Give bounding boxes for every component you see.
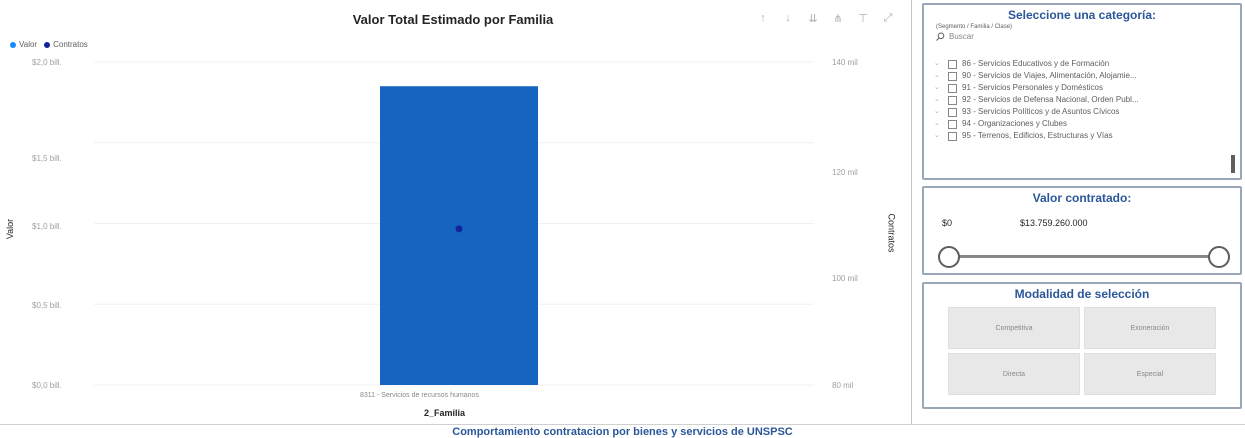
list-item-label: 93 - Servicios Políticos y de Asuntos Cí… — [962, 107, 1120, 116]
y-left-tick: $1,5 bill. — [32, 154, 62, 163]
modality-option-directa[interactable]: Directa — [948, 353, 1080, 395]
range-slider-min-handle[interactable] — [938, 246, 960, 268]
panel-divider — [911, 0, 912, 424]
list-item[interactable]: ⌄ 90 - Servicios de Viajes, Alimentación,… — [934, 70, 1222, 82]
list-item[interactable]: ⌄ 91 - Servicios Personales y Domésticos — [934, 82, 1222, 94]
x-category-label: 8311 - Servicios de recursos humanos — [360, 392, 479, 399]
chart-toolbar: ↑ ↓ ⇊ ⋔ ⊤ ⤢ — [757, 12, 894, 25]
legend-dot-contratos — [44, 41, 51, 48]
list-item-label: 86 - Servicios Educativos y de Formación — [962, 59, 1110, 68]
list-item-label: 91 - Servicios Personales y Domésticos — [962, 83, 1103, 92]
y-left-tick: $1,0 bill. — [32, 222, 62, 231]
value-slicer-title: Valor contratado: — [1032, 191, 1132, 205]
chevron-down-icon[interactable]: ⌄ — [934, 96, 940, 103]
modality-option-especial[interactable]: Especial — [1084, 353, 1216, 395]
filter-icon[interactable]: ⊤ — [858, 13, 868, 25]
checkbox[interactable] — [948, 131, 957, 141]
modality-option-competitiva[interactable]: Competitiva — [948, 307, 1080, 349]
scrollbar[interactable] — [1231, 155, 1235, 173]
modality-slicer: Modalidad de selección Competitiva Exone… — [922, 282, 1242, 409]
range-max-input[interactable]: $13.759.260.000 — [1020, 218, 1088, 228]
chart-legend: Valor Contratos — [10, 40, 88, 49]
search-input[interactable]: Buscar — [949, 32, 974, 41]
list-item-label: 90 - Servicios de Viajes, Alimentación, … — [962, 71, 1137, 80]
focus-mode-icon[interactable]: ⤢ — [883, 12, 893, 24]
x-axis-label: 2_Familia — [424, 408, 466, 418]
y-right-tick: 80 mil — [832, 381, 854, 390]
y-right-tick: 120 mil — [832, 168, 858, 177]
fork-icon[interactable]: ⋔ — [833, 13, 843, 25]
bar-valor[interactable] — [380, 86, 538, 385]
chevron-down-icon[interactable]: ⌄ — [934, 72, 940, 79]
chart-panel: Valor Total Estimado por Familia ↑ ↓ ⇊ ⋔… — [4, 4, 902, 418]
legend-label-contratos: Contratos — [53, 40, 88, 49]
modality-slicer-title: Modalidad de selección — [1014, 287, 1150, 301]
y-right-tick: 100 mil — [832, 274, 858, 283]
y-right-tick: 140 mil — [832, 58, 858, 67]
checkbox[interactable] — [948, 95, 957, 105]
chevron-down-icon[interactable]: ⌄ — [934, 132, 940, 139]
chart-title: Valor Total Estimado por Familia — [352, 12, 554, 27]
checkbox[interactable] — [948, 71, 957, 81]
chevron-down-icon[interactable]: ⌄ — [934, 60, 940, 67]
list-item-label: 94 - Organizaciones y Clubes — [962, 119, 1067, 128]
chevron-down-icon[interactable]: ⌄ — [934, 108, 940, 115]
checkbox[interactable] — [948, 83, 957, 93]
legend-dot-valor — [10, 41, 16, 48]
y-left-tick: $2,0 bill. — [32, 58, 62, 67]
arrow-down-icon[interactable]: ↓ — [785, 12, 791, 24]
range-slider-max-handle[interactable] — [1208, 246, 1230, 268]
list-item[interactable]: ⌄ 93 - Servicios Políticos y de Asuntos C… — [934, 106, 1222, 118]
value-slicer: Valor contratado: $0 $13.759.260.000 — [922, 186, 1242, 275]
list-item-label: 95 - Terrenos, Edificios, Estructuras y … — [962, 131, 1113, 140]
footer-divider — [0, 424, 1245, 425]
range-slider-track[interactable] — [954, 255, 1210, 258]
y-left-tick: $0,5 bill. — [32, 301, 62, 310]
range-min-input[interactable]: $0 — [942, 218, 953, 228]
modality-options: Competitiva Exoneración Directa Especial — [948, 307, 1216, 395]
arrow-up-icon[interactable]: ↑ — [760, 12, 766, 24]
list-item[interactable]: ⌄ 86 - Servicios Educativos y de Formació… — [934, 58, 1222, 70]
category-list: ⌄ 86 - Servicios Educativos y de Formació… — [934, 58, 1222, 142]
checkbox[interactable] — [948, 107, 957, 117]
double-arrow-down-icon[interactable]: ⇊ — [808, 13, 818, 25]
category-slicer: Seleccione una categoría: (Segmento / Fa… — [922, 3, 1242, 180]
search-icon — [936, 32, 945, 41]
chevron-down-icon[interactable]: ⌄ — [934, 120, 940, 127]
list-item[interactable]: ⌄ 94 - Organizaciones y Clubes — [934, 118, 1222, 130]
category-search[interactable]: Buscar — [936, 32, 1240, 41]
checkbox[interactable] — [948, 59, 957, 69]
footer-title: Comportamiento contratacion por bienes y… — [452, 426, 793, 438]
category-slicer-subtitle: (Segmento / Familia / Clase) — [936, 24, 1013, 30]
y-left-tick: $0,0 bill. — [32, 381, 62, 390]
list-item[interactable]: ⌄ 92 - Servicios de Defensa Nacional, Ord… — [934, 94, 1222, 106]
list-item[interactable]: ⌄ 95 - Terrenos, Edificios, Estructuras y… — [934, 130, 1222, 142]
point-contratos[interactable] — [455, 225, 463, 233]
checkbox[interactable] — [948, 119, 957, 129]
category-slicer-title: Seleccione una categoría: — [1007, 8, 1157, 22]
modality-option-exoneracion[interactable]: Exoneración — [1084, 307, 1216, 349]
list-item-label: 92 - Servicios de Defensa Nacional, Orde… — [962, 95, 1139, 104]
chevron-down-icon[interactable]: ⌄ — [934, 84, 940, 91]
chart-plot-area — [94, 61, 814, 386]
legend-label-valor: Valor — [19, 40, 38, 49]
